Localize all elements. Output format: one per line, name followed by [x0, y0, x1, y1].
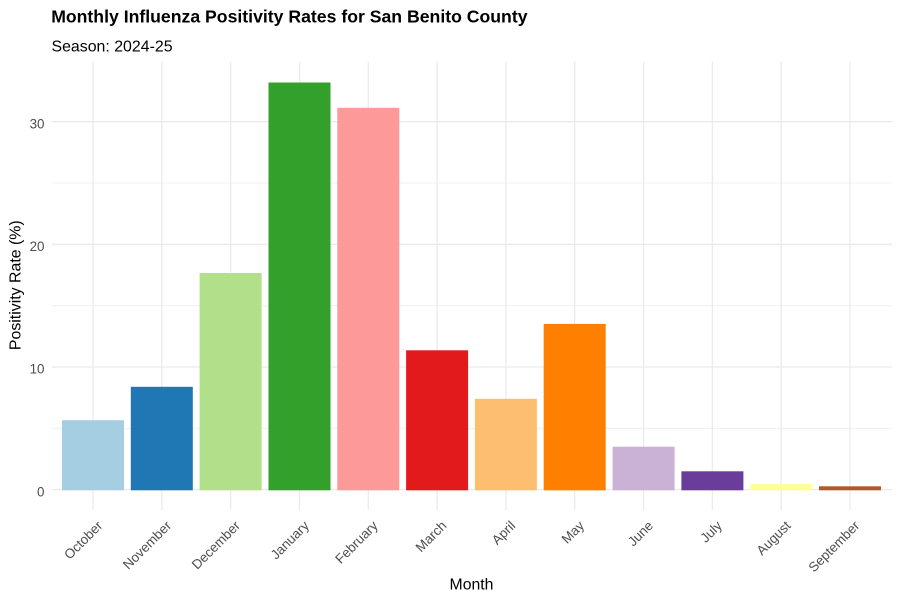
svg-text:Season: 2024-25: Season: 2024-25 [52, 38, 173, 55]
svg-text:20: 20 [30, 239, 45, 254]
svg-text:0: 0 [37, 484, 44, 499]
svg-text:Month: Month [450, 577, 494, 594]
svg-text:30: 30 [30, 116, 45, 131]
svg-text:Positivity Rate (%): Positivity Rate (%) [7, 220, 24, 350]
svg-text:Monthly Influenza Positivity R: Monthly Influenza Positivity Rates for S… [51, 6, 528, 26]
svg-text:10: 10 [30, 362, 45, 377]
